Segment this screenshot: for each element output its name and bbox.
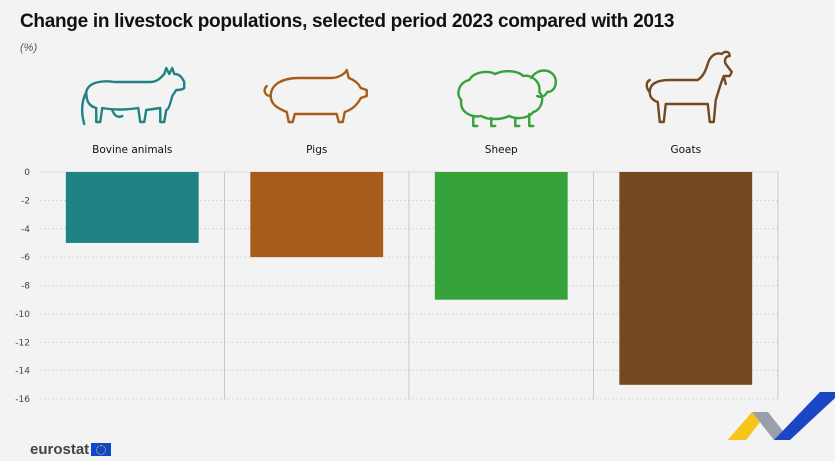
bar-sheep [434,172,568,300]
category-label: Pigs [306,144,327,156]
bar-chart: 0 -2 -4 -6 -8 -10 -12 -14 -16 Bovine animals Pigs… [15,50,835,440]
chart-title: Change in livestock populations, selecte… [20,11,675,32]
y-tick-label: 0 [24,168,30,178]
y-tick-label: -12 [15,338,30,348]
y-tick-label: -8 [21,282,30,292]
decorative-corner [727,392,835,440]
y-tick-label: -4 [21,225,30,235]
unit-label: (%) [20,42,38,54]
logo-text: eurostat [30,441,90,458]
pig-icon [263,68,368,124]
category-label: Bovine animals [92,144,172,156]
bars [65,172,753,385]
cow-icon [80,66,186,126]
y-tick-label: -10 [15,310,30,320]
y-tick-label: -16 [15,395,30,405]
bar-bovine-animals [65,172,199,243]
y-tick-label: -14 [15,367,30,377]
bar-pigs [250,172,384,258]
gridlines [40,171,779,400]
category-label: Sheep [485,144,518,156]
y-axis: 0 -2 -4 -6 -8 -10 -12 -14 -16 [15,168,30,405]
category-labels: Bovine animals Pigs Sheep Goats [92,144,701,156]
eu-flag-icon [91,443,112,456]
goat-icon [645,50,733,124]
eurostat-logo: eurostat [30,441,112,458]
category-label: Goats [670,144,701,156]
animal-icons [80,50,733,128]
y-tick-label: -2 [21,196,30,206]
sheep-icon [457,69,557,128]
y-tick-label: -6 [21,253,30,263]
bar-goats [619,172,753,385]
